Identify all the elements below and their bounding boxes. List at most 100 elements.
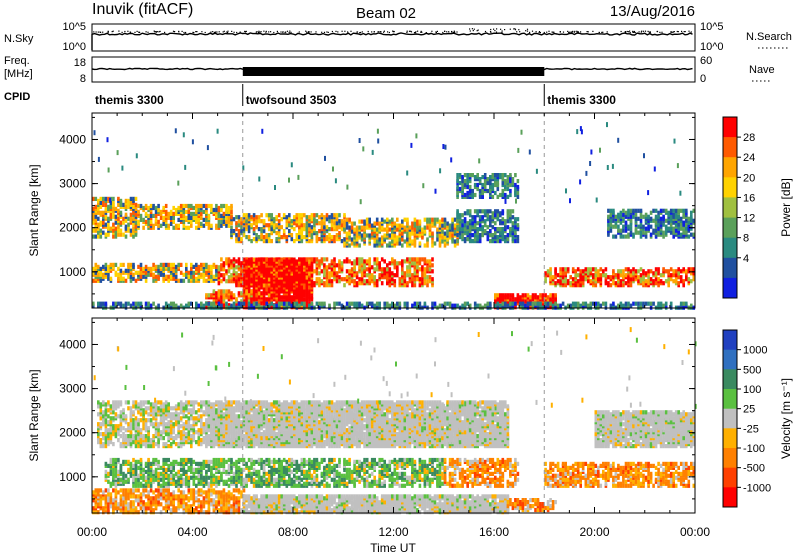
range-cell bbox=[157, 219, 160, 224]
range-cell bbox=[162, 266, 165, 271]
range-cell bbox=[679, 269, 683, 274]
range-cell bbox=[594, 277, 598, 282]
range-cell bbox=[458, 231, 462, 236]
range-cell bbox=[225, 279, 228, 284]
range-cell bbox=[581, 301, 585, 306]
range-cell bbox=[421, 257, 424, 262]
range-cell bbox=[260, 213, 263, 218]
range-cell bbox=[147, 266, 150, 271]
range-cell bbox=[637, 279, 640, 284]
sky-search-dot bbox=[93, 31, 95, 33]
colorbar-tick-label: 12 bbox=[743, 213, 755, 225]
range-cell bbox=[627, 232, 630, 237]
range-cell bbox=[388, 261, 392, 266]
colorbar-tick-label: 8 bbox=[743, 233, 749, 245]
range-cell bbox=[230, 225, 233, 230]
range-cell bbox=[589, 279, 593, 284]
range-cell bbox=[569, 198, 571, 204]
range-cell bbox=[386, 267, 389, 272]
range-cell bbox=[313, 227, 316, 232]
range-cell bbox=[629, 303, 633, 308]
range-cell bbox=[398, 241, 402, 246]
range-cell bbox=[413, 237, 417, 242]
cpid-label: CPID bbox=[4, 91, 30, 103]
range-cell bbox=[129, 232, 133, 237]
range-cell bbox=[240, 291, 243, 296]
range-cell bbox=[687, 234, 691, 239]
range-cell bbox=[478, 239, 482, 244]
range-cell bbox=[285, 215, 289, 220]
range-cell bbox=[639, 208, 643, 213]
range-cell bbox=[202, 262, 206, 267]
range-cell bbox=[682, 301, 685, 306]
range-cell bbox=[275, 215, 278, 220]
range-cell bbox=[328, 271, 331, 276]
range-cell bbox=[275, 303, 278, 308]
range-cell bbox=[561, 301, 565, 306]
range-cell bbox=[298, 221, 301, 226]
sky-search-dot bbox=[155, 31, 157, 33]
sky-search-dot bbox=[227, 32, 229, 34]
sky-search-dot bbox=[567, 30, 569, 32]
sky-left-tick-top: 10^5 bbox=[62, 21, 86, 33]
range-cell bbox=[509, 293, 512, 298]
range-cell bbox=[313, 269, 316, 274]
range-cell bbox=[232, 257, 236, 262]
range-cell bbox=[298, 225, 301, 230]
sky-search-dot bbox=[634, 31, 636, 34]
sky-search-dot bbox=[509, 28, 511, 30]
range-cell bbox=[564, 267, 567, 272]
range-cell bbox=[212, 262, 216, 267]
range-cell bbox=[516, 223, 520, 228]
range-cell bbox=[320, 221, 324, 226]
range-cell bbox=[205, 278, 208, 283]
range-cell bbox=[499, 293, 502, 298]
sky-search-dot bbox=[127, 30, 129, 32]
range-cell bbox=[124, 301, 128, 306]
range-cell bbox=[499, 239, 502, 244]
range-cell bbox=[413, 231, 417, 236]
range-cell bbox=[185, 272, 188, 277]
range-cell bbox=[416, 227, 419, 232]
range-cell bbox=[323, 263, 326, 268]
sky-search-dot bbox=[648, 31, 650, 33]
range-cell bbox=[489, 188, 492, 194]
sky-search-dot bbox=[638, 31, 640, 33]
range-cell bbox=[99, 228, 103, 233]
range-cell bbox=[473, 182, 477, 188]
range-cell bbox=[167, 215, 170, 220]
range-cell bbox=[119, 274, 123, 279]
range-cell bbox=[549, 275, 552, 280]
range-cell bbox=[288, 223, 291, 228]
range-cell bbox=[119, 198, 123, 203]
range-cell bbox=[107, 222, 110, 227]
cpid-segments: themis 3300 twofsound 3503 themis 3300 bbox=[95, 84, 616, 107]
range-cell bbox=[127, 262, 130, 267]
range-cell bbox=[496, 180, 500, 186]
sky-search-dot bbox=[129, 31, 132, 33]
range-cell bbox=[561, 279, 565, 284]
sky-search-dot bbox=[215, 31, 217, 33]
range-cell bbox=[690, 210, 693, 215]
range-cell bbox=[225, 219, 228, 224]
range-cell bbox=[210, 278, 213, 283]
y-tick-label: 1000 bbox=[59, 265, 86, 279]
range-cell bbox=[612, 234, 615, 239]
range-cell bbox=[308, 289, 311, 294]
range-cell bbox=[433, 221, 437, 226]
range-cell bbox=[506, 215, 510, 220]
range-cell bbox=[210, 412, 213, 417]
range-cell bbox=[672, 208, 675, 213]
range-cell bbox=[383, 275, 386, 280]
range-cell bbox=[375, 227, 379, 232]
range-cell bbox=[486, 231, 490, 236]
range-cell bbox=[107, 268, 110, 273]
colorbar-tick-label: 28 bbox=[743, 132, 755, 144]
range-cell bbox=[617, 224, 620, 229]
range-cell bbox=[521, 301, 525, 306]
sky-search-dot bbox=[472, 30, 474, 32]
range-cell bbox=[478, 188, 482, 194]
range-cell bbox=[282, 299, 286, 304]
range-cell bbox=[624, 234, 628, 239]
range-cell bbox=[391, 239, 394, 244]
